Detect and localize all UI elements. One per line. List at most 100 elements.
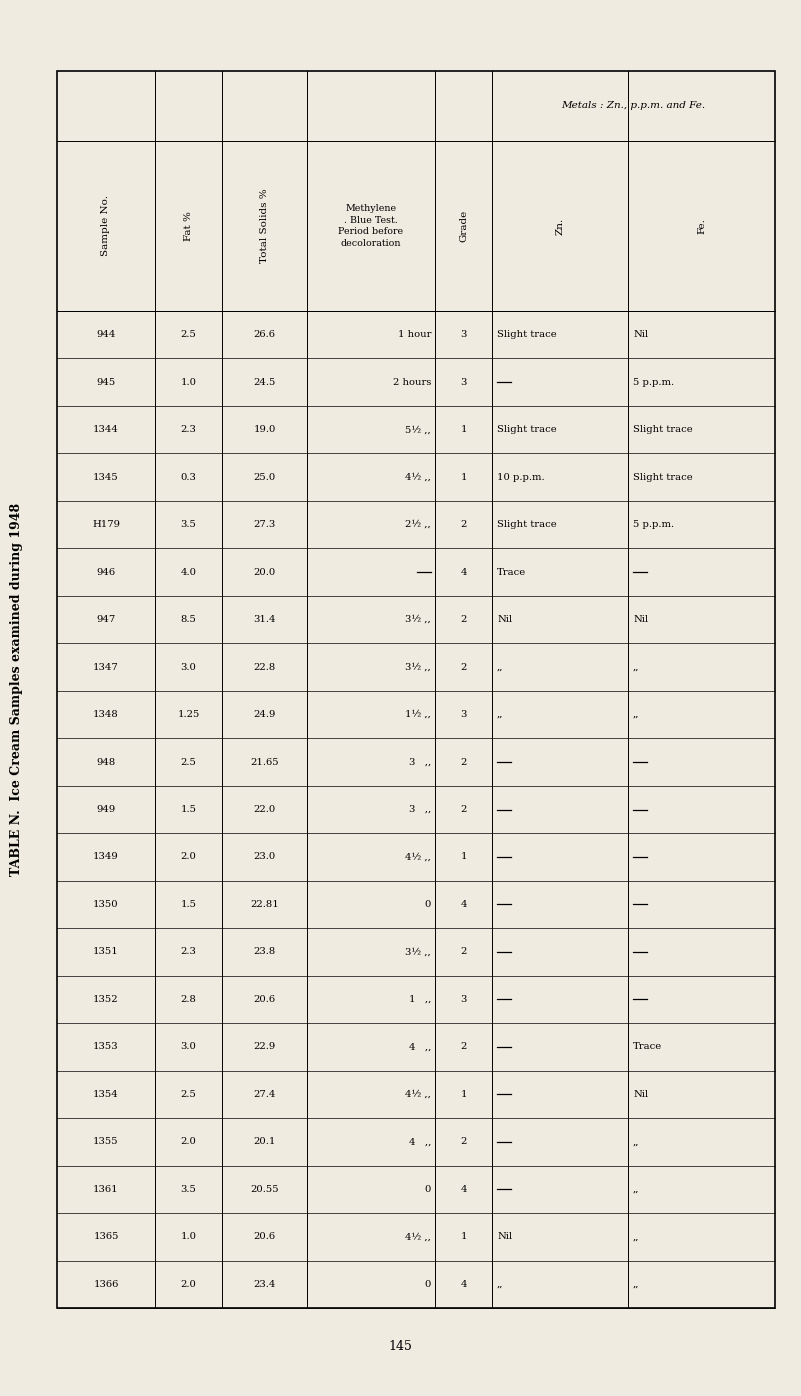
Text: 1354: 1354 [93, 1090, 119, 1099]
Text: 2.0: 2.0 [180, 1280, 196, 1289]
Text: 20.6: 20.6 [253, 1233, 276, 1241]
Text: 1   ,,: 1 ,, [409, 995, 431, 1004]
Text: Trace: Trace [497, 568, 526, 577]
Text: 3½ ,,: 3½ ,, [405, 948, 431, 956]
Text: 949: 949 [96, 805, 115, 814]
Text: 2.3: 2.3 [180, 426, 196, 434]
Text: 1: 1 [461, 473, 467, 482]
Text: 1: 1 [461, 853, 467, 861]
Text: 944: 944 [96, 331, 115, 339]
Text: 4½ ,,: 4½ ,, [405, 853, 431, 861]
Text: Nil: Nil [633, 616, 648, 624]
Text: 1.0: 1.0 [180, 1233, 196, 1241]
Text: 0: 0 [425, 900, 431, 909]
Text: Nil: Nil [633, 1090, 648, 1099]
Text: 1351: 1351 [93, 948, 119, 956]
Text: 22.9: 22.9 [253, 1043, 276, 1051]
Text: 1366: 1366 [93, 1280, 119, 1289]
Text: 1361: 1361 [93, 1185, 119, 1194]
Text: Metals : Zn., p.p.m. and Fe.: Metals : Zn., p.p.m. and Fe. [562, 102, 706, 110]
Text: 145: 145 [388, 1340, 412, 1353]
Text: 20.0: 20.0 [253, 568, 276, 577]
Text: 3.5: 3.5 [180, 1185, 196, 1194]
Text: Slight trace: Slight trace [633, 473, 693, 482]
Text: 27.3: 27.3 [253, 521, 276, 529]
Text: 19.0: 19.0 [253, 426, 276, 434]
Text: H179: H179 [92, 521, 120, 529]
Text: ,,: ,, [497, 663, 504, 671]
Text: 3.5: 3.5 [180, 521, 196, 529]
Text: 4: 4 [461, 900, 467, 909]
Text: 3: 3 [461, 711, 467, 719]
Text: 1345: 1345 [93, 473, 119, 482]
Text: 4: 4 [461, 1280, 467, 1289]
Text: Total Solids %: Total Solids % [260, 188, 269, 264]
Text: 2.3: 2.3 [180, 948, 196, 956]
Text: 27.4: 27.4 [253, 1090, 276, 1099]
Text: ,,: ,, [497, 1280, 504, 1289]
Text: Sample No.: Sample No. [102, 195, 111, 257]
Text: Fe.: Fe. [697, 218, 706, 235]
Text: Slight trace: Slight trace [497, 426, 557, 434]
Text: 1350: 1350 [93, 900, 119, 909]
Text: 4½ ,,: 4½ ,, [405, 473, 431, 482]
Text: 1348: 1348 [93, 711, 119, 719]
Text: 945: 945 [96, 378, 115, 387]
Text: 3   ,,: 3 ,, [409, 805, 431, 814]
Text: 3: 3 [461, 995, 467, 1004]
Text: Zn.: Zn. [556, 218, 565, 235]
Text: 8.5: 8.5 [180, 616, 196, 624]
Text: 2.0: 2.0 [180, 853, 196, 861]
Text: 0.3: 0.3 [180, 473, 196, 482]
Text: 21.65: 21.65 [250, 758, 279, 766]
Text: 4: 4 [461, 1185, 467, 1194]
Text: ,,: ,, [633, 1185, 639, 1194]
Text: 4   ,,: 4 ,, [409, 1138, 431, 1146]
Text: ,,: ,, [633, 711, 639, 719]
Text: 20.6: 20.6 [253, 995, 276, 1004]
Text: 0: 0 [425, 1185, 431, 1194]
Text: 5 p.p.m.: 5 p.p.m. [633, 378, 674, 387]
Text: 2.5: 2.5 [180, 758, 196, 766]
Text: 1.25: 1.25 [177, 711, 199, 719]
Text: 1 hour: 1 hour [397, 331, 431, 339]
Text: 946: 946 [96, 568, 115, 577]
Text: Fat %: Fat % [184, 211, 193, 242]
Text: 5½ ,,: 5½ ,, [405, 426, 431, 434]
Text: 22.81: 22.81 [250, 900, 279, 909]
Text: 25.0: 25.0 [253, 473, 276, 482]
Text: 20.55: 20.55 [250, 1185, 279, 1194]
Text: 1.5: 1.5 [180, 900, 196, 909]
Text: 2.0: 2.0 [180, 1138, 196, 1146]
Text: 2: 2 [461, 521, 467, 529]
Text: 23.4: 23.4 [253, 1280, 276, 1289]
Text: ,,: ,, [497, 711, 504, 719]
Text: ,,: ,, [633, 663, 639, 671]
Text: 2: 2 [461, 805, 467, 814]
Text: Nil: Nil [497, 1233, 512, 1241]
Text: 1349: 1349 [93, 853, 119, 861]
Text: Grade: Grade [459, 209, 468, 242]
Text: 23.0: 23.0 [253, 853, 276, 861]
Text: 3: 3 [461, 331, 467, 339]
Text: 3.0: 3.0 [180, 1043, 196, 1051]
Text: 2: 2 [461, 948, 467, 956]
Text: 2: 2 [461, 758, 467, 766]
Text: 24.9: 24.9 [253, 711, 276, 719]
Text: 2.8: 2.8 [180, 995, 196, 1004]
Text: Slight trace: Slight trace [497, 331, 557, 339]
Text: 26.6: 26.6 [253, 331, 276, 339]
Text: Nil: Nil [633, 331, 648, 339]
Text: 1344: 1344 [93, 426, 119, 434]
Text: 1: 1 [461, 1233, 467, 1241]
Text: 31.4: 31.4 [253, 616, 276, 624]
Text: 947: 947 [96, 616, 115, 624]
Text: 1365: 1365 [93, 1233, 119, 1241]
Text: 2 hours: 2 hours [392, 378, 431, 387]
Text: 4.0: 4.0 [180, 568, 196, 577]
Text: Slight trace: Slight trace [497, 521, 557, 529]
Text: Methylene
. Blue Test.
Period before
decoloration: Methylene . Blue Test. Period before dec… [339, 204, 404, 247]
Text: 1½ ,,: 1½ ,, [405, 711, 431, 719]
Text: 4½ ,,: 4½ ,, [405, 1233, 431, 1241]
Text: 2½ ,,: 2½ ,, [405, 521, 431, 529]
